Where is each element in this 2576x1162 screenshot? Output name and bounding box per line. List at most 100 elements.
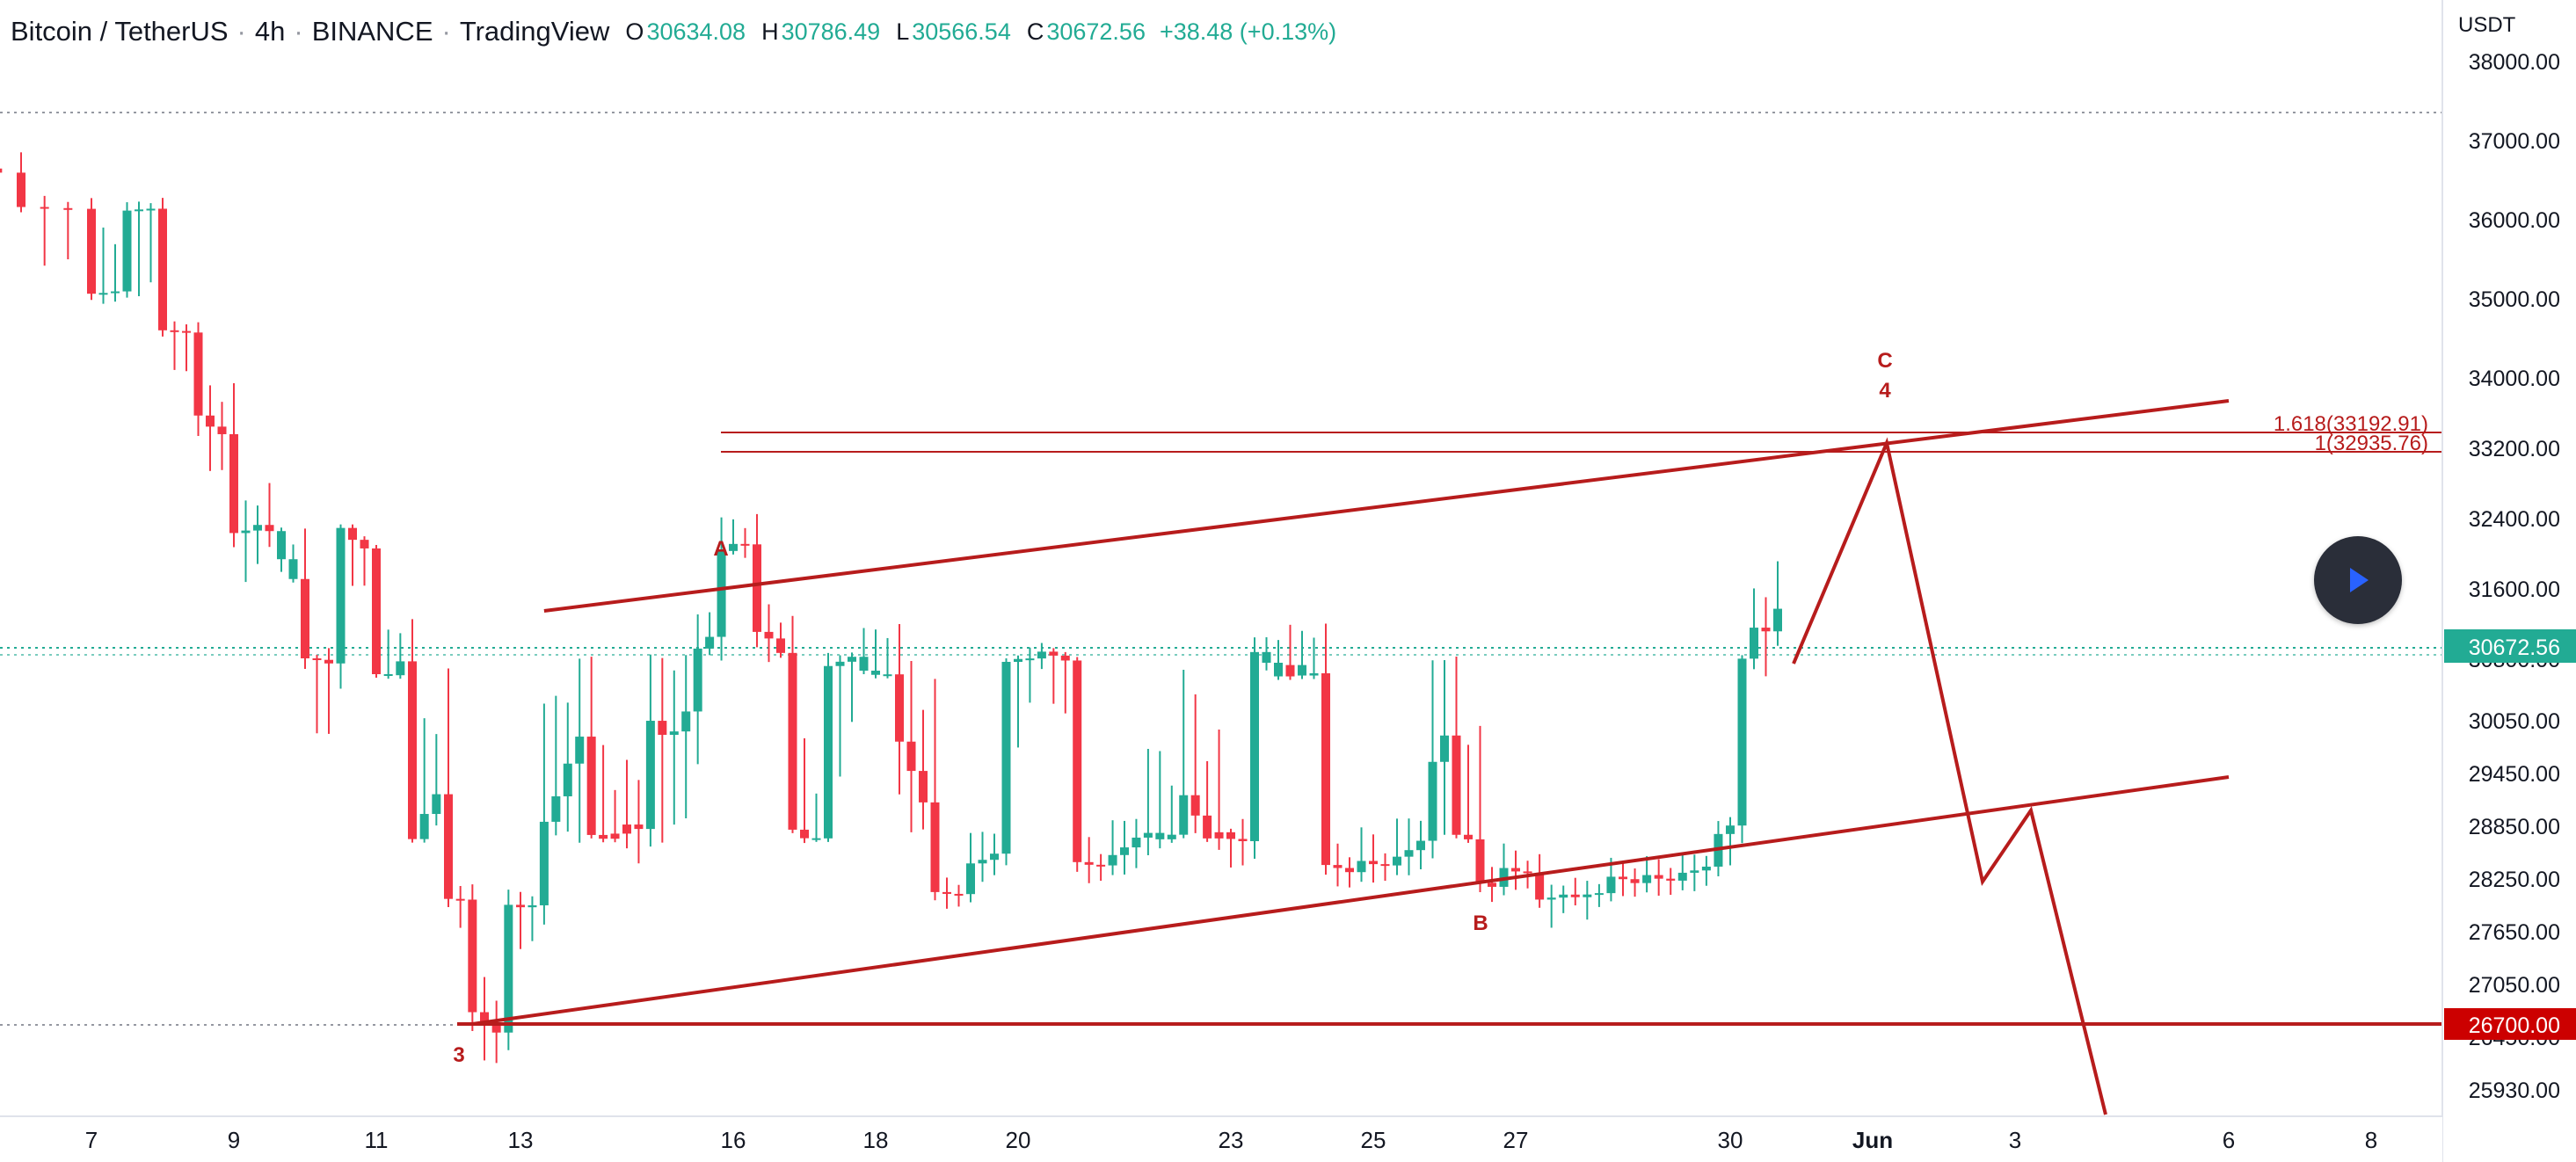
candle-body [1108, 854, 1117, 866]
candle [1155, 751, 1165, 849]
candle-body [1203, 815, 1212, 839]
candle-body [1025, 658, 1035, 661]
candle-body [516, 904, 525, 908]
price-tick-label: 35000.00 [2469, 287, 2560, 312]
candle [1642, 856, 1652, 893]
symbol-name[interactable]: Bitcoin / TetherUS [11, 16, 229, 47]
candle [930, 679, 940, 901]
candle [1203, 761, 1212, 842]
candle-body [1298, 665, 1306, 676]
candle-body [1726, 825, 1735, 834]
candle [622, 759, 631, 849]
candle [1677, 853, 1687, 890]
candle [1594, 883, 1604, 907]
candle-body [1642, 875, 1652, 883]
candle [206, 385, 215, 471]
candle [1037, 643, 1046, 670]
candle-body [336, 527, 346, 664]
candle-body [1701, 866, 1711, 871]
channel-lower-line [472, 775, 2230, 1026]
candle-body [835, 661, 845, 666]
candle-body [372, 548, 381, 675]
time-tick-label: 20 [1006, 1127, 1031, 1153]
play-button[interactable] [2314, 536, 2402, 624]
candle-body [360, 540, 369, 548]
candle-body [468, 899, 477, 1013]
candle-body [1619, 876, 1627, 880]
time-tick-label: 30 [1718, 1127, 1743, 1153]
time-tick-label: 8 [2365, 1127, 2377, 1153]
candle-body [599, 834, 608, 839]
candle [455, 886, 465, 928]
candle [396, 633, 405, 679]
candle-body [1475, 839, 1485, 883]
price-tick-label: 30050.00 [2469, 709, 2560, 734]
candle [1132, 818, 1141, 868]
candle [1285, 624, 1295, 680]
candle [277, 527, 286, 572]
candle [516, 891, 525, 949]
candle-body [1535, 873, 1545, 900]
grid-layer [0, 112, 2442, 1026]
candle-body [146, 208, 156, 211]
candle [170, 321, 179, 370]
low-value: 30566.54 [912, 18, 1011, 45]
candle [1440, 659, 1449, 835]
candle-body [1464, 834, 1473, 839]
level-price-label: 26700.00 [2469, 1013, 2560, 1038]
candle [1393, 818, 1401, 875]
candle [764, 604, 774, 663]
candle-body [1001, 661, 1011, 854]
fib-level-label: 1(32935.76) [2315, 432, 2428, 455]
candle-body [1369, 861, 1378, 865]
candle-body [1037, 651, 1046, 659]
candle-body [432, 794, 441, 815]
candle [87, 198, 96, 301]
projection-path [1792, 437, 2107, 1115]
candle-body [1630, 879, 1640, 883]
candle [1428, 660, 1437, 859]
candle [1179, 669, 1189, 839]
candle [253, 505, 262, 564]
candle [835, 655, 845, 777]
candle [811, 793, 821, 842]
candle-body [504, 904, 513, 1033]
candle [312, 655, 322, 734]
price-unit-label: USDT [2458, 13, 2516, 37]
price-tick-label: 33200.00 [2469, 437, 2560, 461]
time-tick-label: 27 [1503, 1127, 1529, 1153]
candle [883, 637, 892, 679]
candle-body [1345, 868, 1354, 873]
candle-body [383, 674, 393, 677]
candle-body [563, 763, 572, 796]
close-label: C [1026, 18, 1044, 45]
candle [539, 703, 549, 925]
candle-body [539, 821, 549, 905]
candle [1014, 655, 1022, 748]
candle [504, 890, 513, 1050]
candle-body [87, 208, 96, 294]
price-tick-label: 27650.00 [2469, 920, 2560, 945]
candle-body [1606, 876, 1616, 894]
candle [740, 527, 750, 558]
interval[interactable]: 4h [254, 16, 286, 47]
candle-body [1084, 861, 1094, 865]
candle [158, 198, 167, 337]
candle [111, 243, 120, 302]
candle-body [396, 661, 405, 676]
price-tick-label: 32400.00 [2469, 507, 2560, 532]
candle-body [17, 172, 25, 207]
candle [1583, 881, 1592, 920]
candle-body [253, 525, 262, 531]
candle [1274, 640, 1283, 680]
close-value: 30672.56 [1046, 18, 1146, 45]
time-tick-label: 13 [508, 1127, 534, 1153]
candle [1049, 648, 1059, 704]
candle-body [859, 657, 869, 672]
candle [1726, 817, 1735, 866]
candle [1357, 827, 1366, 882]
candle [1167, 785, 1176, 843]
candle-body [1238, 839, 1248, 841]
candle [1108, 820, 1117, 875]
